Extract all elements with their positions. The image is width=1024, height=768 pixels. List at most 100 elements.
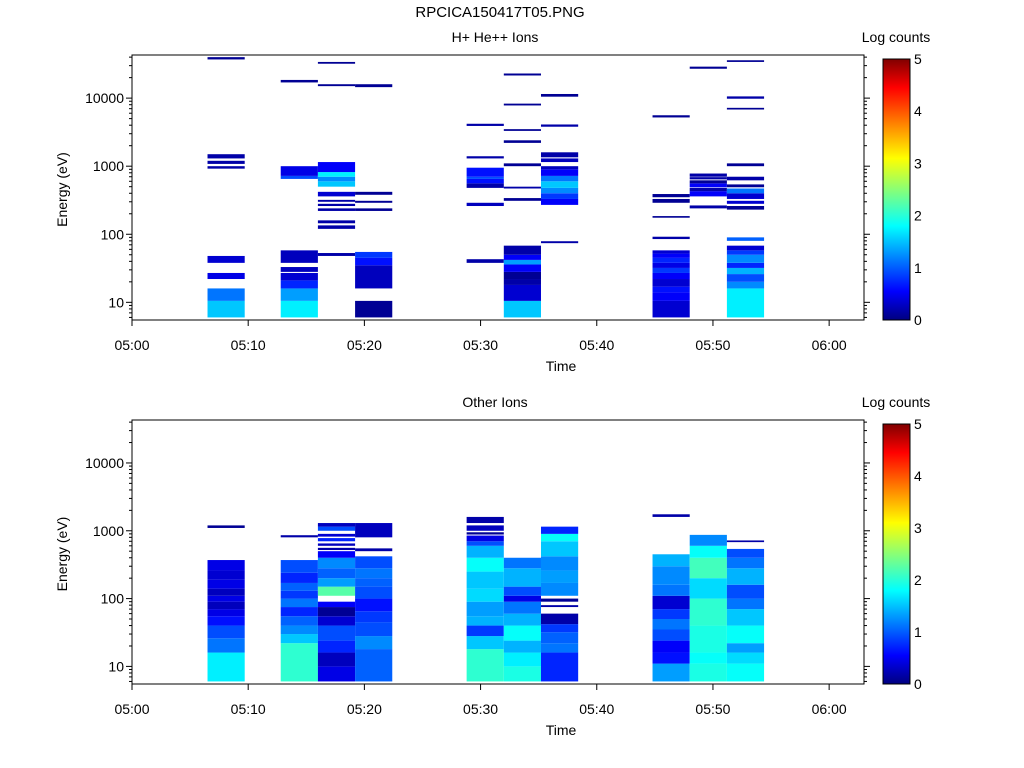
spectrogram-cell: [317, 172, 356, 177]
spectrogram-cell: [317, 652, 356, 667]
panel-title: H+ He++ Ions: [452, 29, 539, 45]
spectrogram-cell: [726, 237, 765, 241]
spectrogram-cell: [689, 578, 727, 599]
spectrogram-cell: [652, 663, 690, 682]
spectrogram-cell: [355, 568, 393, 579]
spectrogram-cell: [355, 200, 393, 203]
spectrogram-cell: [652, 262, 690, 268]
spectrogram-cell: [503, 140, 541, 143]
spectrogram-cell: [317, 586, 356, 596]
spectrogram-cell: [207, 288, 245, 301]
spectrogram-cell: [317, 533, 356, 537]
spectrogram-cell: [689, 652, 727, 664]
spectrogram-cell: [540, 624, 579, 633]
spectrogram-cell: [355, 636, 393, 650]
spectrogram-cell: [280, 535, 318, 538]
spectrogram-cell: [355, 208, 393, 211]
spectrogram-cell: [652, 609, 690, 619]
spectrogram-cell: [280, 634, 318, 644]
spectrogram-cell: [355, 191, 393, 195]
spectrogram-cell: [540, 605, 579, 608]
spectrogram-cell: [652, 279, 690, 287]
page-title: RPCICA150417T05.PNG: [415, 4, 585, 21]
spectrogram-cell: [726, 557, 765, 569]
x-tick-label: 05:00: [114, 701, 149, 717]
spectrogram-cell: [652, 292, 690, 301]
spectrogram-cell: [355, 611, 393, 623]
spectrogram-cell: [317, 625, 356, 641]
spectrogram-cell: [207, 57, 245, 60]
spectrogram-cell: [355, 265, 393, 289]
spectrogram-cell: [726, 184, 765, 188]
spectrogram-cell: [466, 525, 504, 531]
spectrogram-cell: [317, 526, 356, 531]
spectrogram-cell: [280, 643, 318, 682]
spectrogram-cell: [317, 640, 356, 653]
colorbar-tick-label: 3: [914, 155, 922, 171]
spectrogram-cell: [317, 551, 356, 558]
spectrogram-cell: [540, 193, 579, 199]
x-tick-label: 06:00: [812, 701, 847, 717]
spectrogram-cell: [726, 262, 765, 268]
x-axis-label: Time: [546, 358, 577, 374]
spectrogram-cell: [503, 103, 541, 106]
spectrogram-cell: [466, 535, 504, 542]
spectrogram-cell: [466, 259, 504, 263]
colorbar-tick-label: 5: [914, 51, 922, 67]
spectrogram-cell: [540, 158, 579, 163]
spectrogram-cell: [317, 568, 356, 579]
spectrogram-cell: [726, 548, 765, 558]
spectrogram-cell: [726, 625, 765, 644]
x-tick-label: 05:00: [114, 337, 149, 353]
x-tick-label: 05:10: [231, 701, 266, 717]
spectrogram-cell: [317, 61, 356, 64]
spectrogram-cell: [652, 286, 690, 293]
spectrogram-cell: [652, 566, 690, 585]
x-tick-label: 05:20: [347, 701, 382, 717]
spectrogram-cell: [726, 193, 765, 199]
spectrogram-cell: [280, 300, 318, 318]
spectrogram-cell: [503, 300, 541, 318]
y-axis-label: Energy (eV): [54, 152, 70, 227]
spectrogram-cell: [503, 163, 541, 167]
spectrogram-cell: [503, 652, 541, 667]
spectrogram-cell: [466, 636, 504, 650]
spectrogram-cell: [689, 191, 727, 197]
spectrogram-cell: [207, 570, 245, 580]
spectrogram-cells: [207, 514, 765, 682]
spectrogram-cell: [540, 632, 579, 644]
spectrogram-cell: [726, 609, 765, 626]
spectrogram-cell: [207, 272, 245, 280]
plot-frame: [131, 54, 865, 321]
colorbar-tick-label: 0: [914, 312, 922, 328]
spectrogram-cell: [355, 598, 393, 612]
spectrogram-cell: [207, 525, 245, 528]
spectrogram-cell: [652, 236, 690, 240]
spectrogram-cell: [207, 625, 245, 639]
spectrogram-cell: [503, 279, 541, 285]
x-tick-label: 05:10: [231, 337, 266, 353]
spectrogram-cell: [317, 601, 356, 608]
colorbar-tick-label: 4: [914, 468, 922, 484]
spectrogram-cell: [466, 625, 504, 637]
spectrogram-cell: [726, 652, 765, 664]
spectrogram-cell: [280, 288, 318, 301]
spectrogram-cell: [726, 288, 765, 318]
spectrogram-cell: [540, 570, 579, 583]
spectrogram-cell: [317, 523, 356, 527]
spectrogram-cell: [652, 198, 690, 203]
spectrogram-cell: [317, 162, 356, 173]
spectrogram-cell: [652, 253, 690, 258]
spectrogram-cell: [355, 586, 393, 599]
spectrogram-cell: [503, 595, 541, 602]
spectrogram-cell: [540, 541, 579, 557]
y-tick-label: 10000: [85, 455, 124, 471]
spectrogram-cell: [726, 107, 765, 110]
spectrogram-cell: [540, 598, 579, 602]
spectrogram-cell: [466, 532, 504, 535]
spectrogram-cell: [317, 176, 356, 182]
spectrogram-cell: [280, 267, 318, 272]
spectrogram-cell: [466, 123, 504, 126]
